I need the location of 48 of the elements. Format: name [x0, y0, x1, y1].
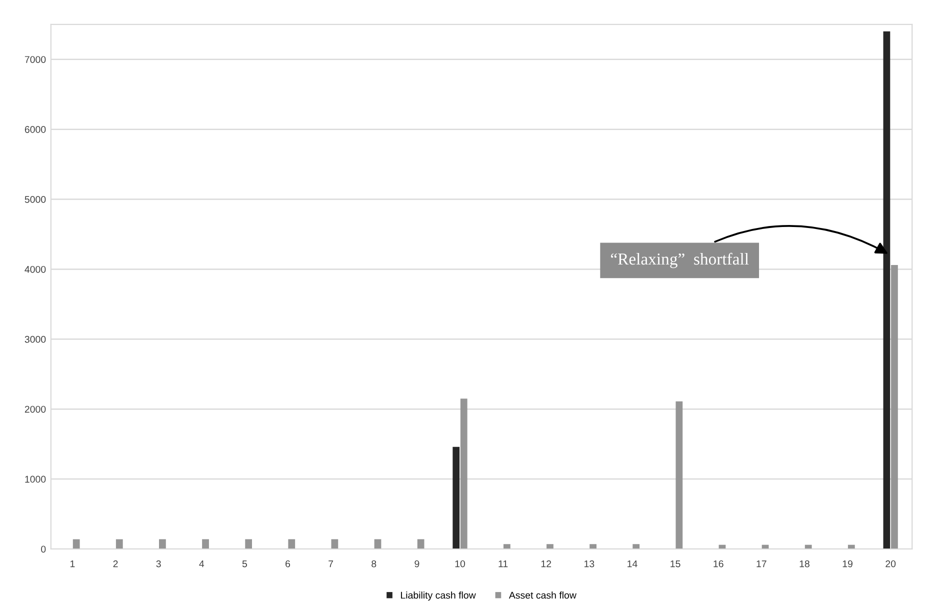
x-tick-label: 16 [714, 560, 724, 568]
x-tick-label: 2 [113, 560, 118, 568]
y-tick-label: 6000 [24, 126, 46, 133]
bar [590, 544, 596, 549]
x-tick-label: 9 [414, 560, 420, 568]
bar [460, 398, 468, 549]
y-tick-label: 4000 [24, 266, 46, 273]
legend-label: Liability cash flow [401, 592, 476, 601]
x-tick-label: 8 [372, 560, 376, 568]
bar [374, 539, 382, 549]
x-tick-label: 3 [156, 560, 161, 568]
annotation: “Relaxing” shortfall [610, 252, 749, 268]
y-tick-label: 5000 [24, 196, 46, 203]
bar [632, 544, 640, 549]
x-tick-label: 13 [584, 560, 594, 568]
bar [116, 539, 123, 549]
bar [503, 544, 510, 549]
x-tick-label: 5 [242, 560, 247, 568]
bar [417, 539, 424, 549]
y-tick-label: 0 [41, 546, 46, 553]
x-tick-label: 18 [800, 560, 810, 568]
y-tick-label: 7000 [24, 56, 46, 63]
bar [676, 401, 683, 549]
x-tick-label: 14 [628, 560, 638, 568]
x-tick-label: 4 [199, 560, 204, 568]
bar [546, 544, 554, 549]
x-tick-label: 17 [756, 560, 766, 568]
bar [245, 539, 252, 549]
y-tick-label: 1000 [25, 476, 46, 483]
bar [202, 539, 209, 549]
y-tick-label: 3000 [24, 336, 46, 343]
x-tick-label: 10 [455, 560, 466, 568]
x-tick-label: 11 [498, 560, 508, 568]
legend-label: Asset cash flow [508, 592, 576, 599]
bar [159, 539, 166, 549]
bar [331, 539, 338, 549]
y-tick-label: 2000 [24, 406, 46, 413]
bar [452, 446, 460, 549]
x-tick-label: 7 [328, 560, 334, 568]
x-tick-label: 15 [670, 560, 680, 568]
x-tick-label: 1 [70, 560, 75, 568]
x-tick-label: 20 [886, 560, 896, 568]
bar [891, 265, 898, 549]
bar [72, 539, 80, 549]
x-tick-label: 19 [842, 560, 852, 568]
x-tick-label: 12 [541, 560, 552, 568]
bar [288, 539, 296, 549]
x-tick-label: 6 [286, 560, 290, 568]
